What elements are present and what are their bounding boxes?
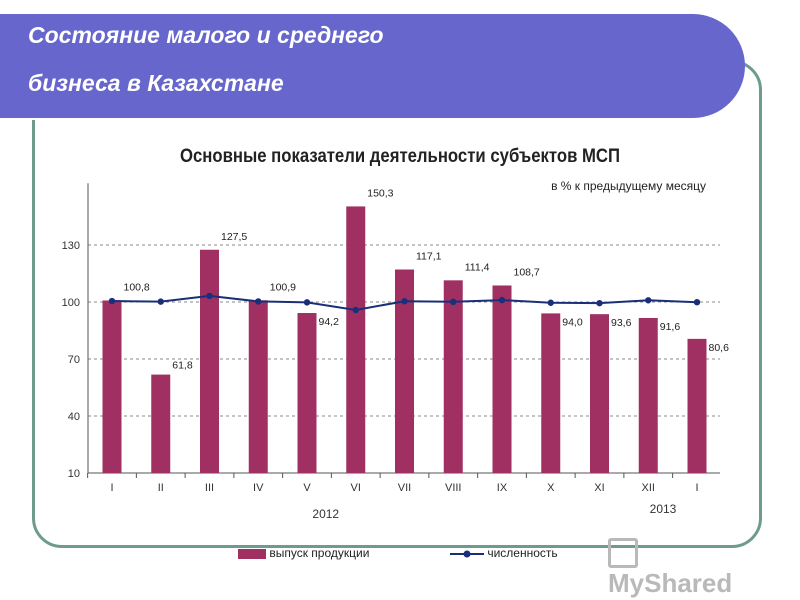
legend-line: численность [450, 546, 558, 560]
line-point [596, 299, 603, 307]
bar [151, 374, 171, 473]
legend-line-swatch [450, 550, 484, 558]
chart-unit: в % к предыдущему месяцу [551, 179, 706, 193]
year-label: 2012 [312, 507, 339, 521]
x-tick-label: VIII [445, 482, 462, 494]
bar-data-label: 111,4 [465, 261, 490, 273]
line-point [206, 292, 213, 300]
legend-bar-label: выпуск продукции [269, 546, 370, 560]
banner-underline [0, 118, 706, 120]
line-point [547, 299, 554, 306]
watermark-text: MyShared [608, 568, 733, 599]
bar-data-label: 100,8 [124, 281, 150, 293]
line-point [255, 298, 262, 305]
y-tick-label: 130 [62, 240, 80, 252]
x-tick-label: X [547, 482, 555, 494]
x-tick-label: I [110, 482, 113, 494]
slide-title-line2: бизнеса в Казахстане [28, 70, 284, 96]
x-tick-label: XI [594, 482, 604, 494]
bar [541, 313, 561, 473]
legend-bars: выпуск продукции [238, 546, 369, 560]
bar [395, 269, 414, 473]
bar-data-label: 61,8 [172, 360, 193, 372]
x-tick-label: IV [253, 482, 264, 494]
slide-title-line1: Состояние малого и среднего [28, 22, 384, 48]
bar-data-label: 94,0 [562, 316, 583, 328]
line-point [352, 306, 359, 314]
bar-data-label: 94,2 [319, 316, 340, 328]
legend-line-label: численность [487, 546, 558, 560]
x-tick-label: VII [398, 482, 411, 494]
x-tick-label: XII [642, 482, 655, 494]
x-tick-label: VI [351, 482, 361, 494]
watermark-logo-icon [608, 538, 638, 569]
bar [687, 338, 707, 473]
line-point [693, 298, 701, 306]
x-tick-label: I [695, 482, 698, 494]
y-tick-label: 100 [62, 297, 80, 309]
bar-data-label: 93,6 [611, 317, 632, 329]
line-point [401, 298, 408, 305]
bar [638, 317, 658, 473]
year-label: 2013 [650, 502, 677, 516]
bar [297, 313, 317, 473]
bar-data-label: 108,7 [514, 266, 540, 278]
x-tick-label: V [303, 482, 311, 494]
title-banner: Состояние малого и среднего бизнеса в Ка… [0, 14, 745, 120]
bar [443, 280, 463, 473]
bar [346, 206, 366, 473]
x-tick-label: III [205, 482, 214, 494]
line-point [645, 297, 652, 304]
bar [200, 249, 219, 473]
bar-data-label: 127,5 [221, 231, 247, 243]
line-point [450, 298, 457, 306]
line-point [303, 299, 311, 306]
x-tick-label: II [158, 482, 164, 494]
y-tick-label: 70 [68, 354, 80, 366]
bar-data-label: 100,9 [270, 281, 296, 293]
bar-data-label: 117,1 [416, 251, 442, 263]
y-tick-label: 10 [68, 468, 80, 480]
x-tick-label: IX [497, 482, 508, 494]
line-point [108, 297, 116, 305]
bar [590, 314, 609, 473]
bar [492, 285, 512, 473]
bar-data-label: 150,3 [367, 187, 393, 199]
watermark: MyShared [608, 536, 768, 598]
bar [248, 300, 268, 473]
chart-title: Основные показатели деятельности субъект… [179, 146, 621, 167]
legend-bar-swatch [238, 548, 266, 559]
line-point [498, 296, 506, 304]
bar-data-label: 91,6 [660, 321, 681, 333]
y-tick-label: 40 [68, 411, 80, 423]
bar-data-label: 80,6 [709, 342, 730, 354]
line-point [157, 298, 164, 305]
bar [102, 300, 122, 473]
